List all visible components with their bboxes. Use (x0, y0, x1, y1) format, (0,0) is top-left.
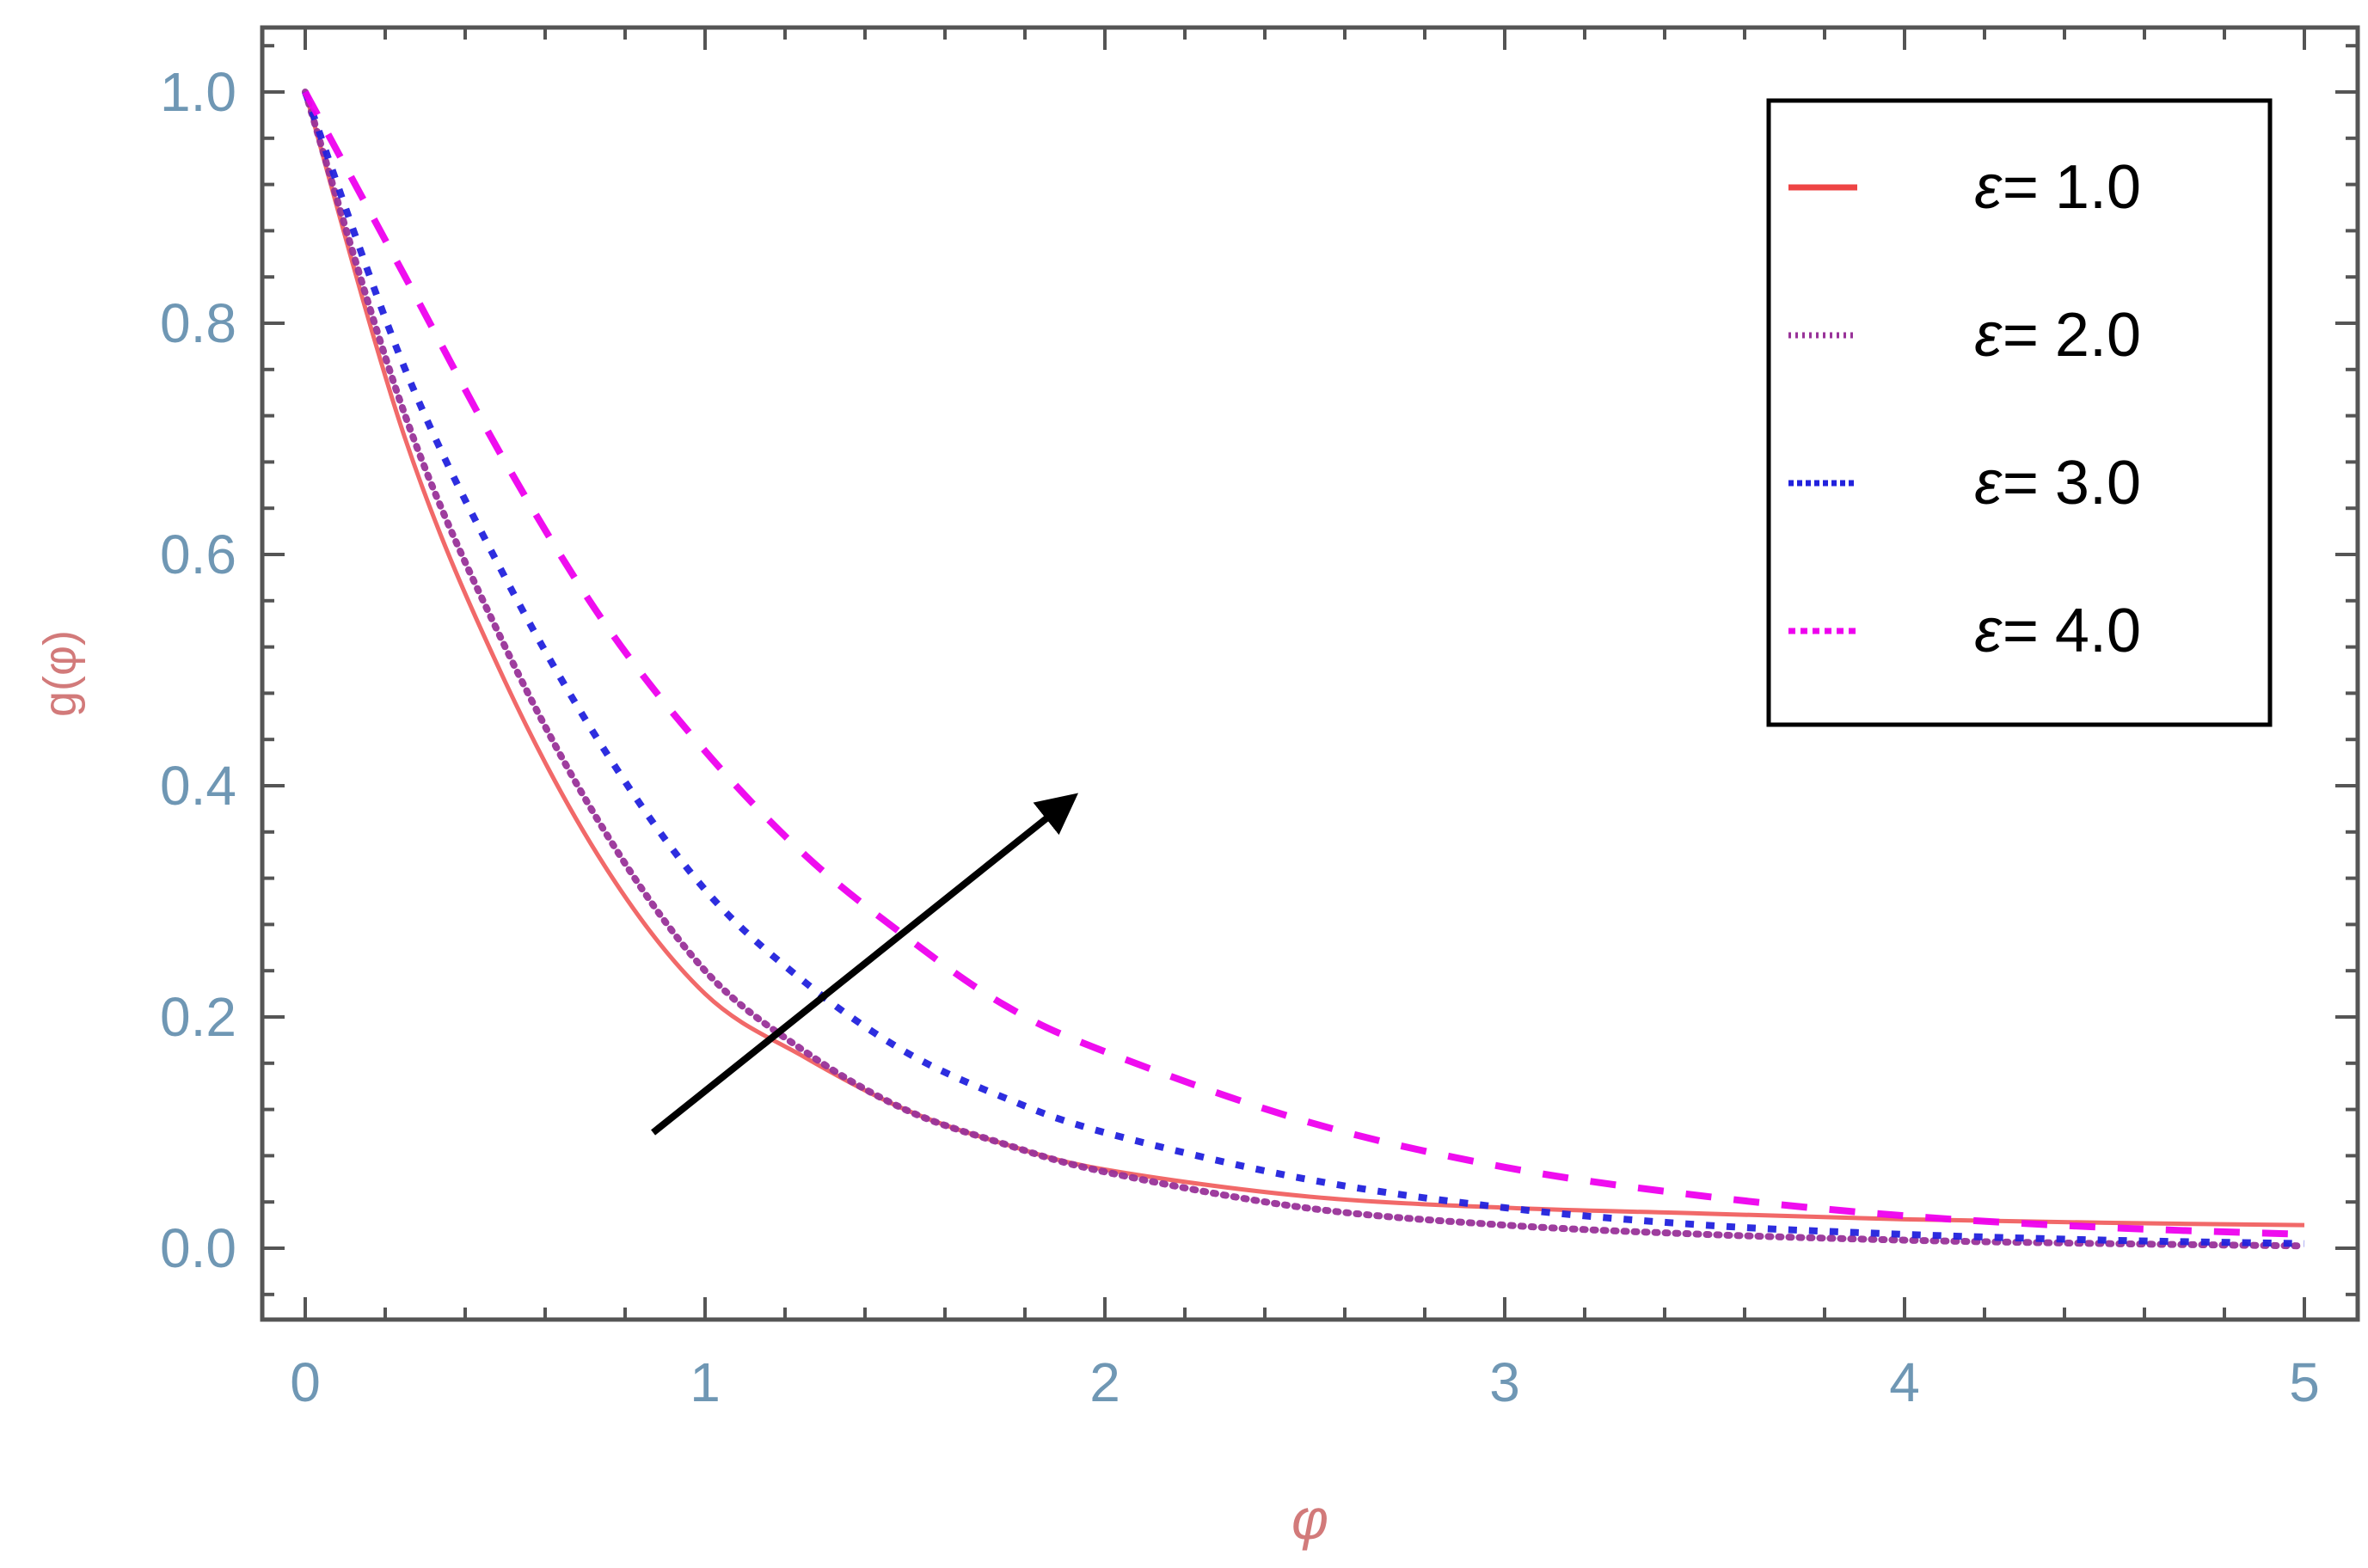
series-line-2 (302, 89, 2308, 1250)
y-tick-label: 1.0 (160, 61, 236, 123)
legend-value: 3.0 (2038, 449, 2141, 518)
legend-value: 4.0 (2038, 597, 2141, 665)
plot-frame (260, 25, 2360, 1322)
x-tick-label: 4 (1889, 1351, 1920, 1413)
x-tick-label: 1 (690, 1351, 721, 1413)
trend-arrow (651, 793, 1079, 1136)
y-tick-label: 0.6 (160, 524, 236, 585)
axes: 0 1 2 3 4 5 0.0 0.2 0.4 0.6 0.8 1.0 φ g(φ) (34, 25, 2360, 1551)
x-tick-label: 5 (2289, 1351, 2320, 1413)
x-tick-label: 0 (290, 1351, 321, 1413)
legend-label-2: ε= 2.0 (1974, 301, 2141, 370)
legend-label-1: ε= 1.0 (1974, 153, 2141, 222)
x-tick-label: 3 (1489, 1351, 1520, 1413)
y-tick-label: 0.2 (160, 986, 236, 1048)
y-tick-label: 0.4 (160, 755, 236, 817)
legend-value: 1.0 (2038, 153, 2141, 222)
y-tick-label: 0.0 (160, 1217, 236, 1279)
plot-area (302, 89, 2308, 1250)
y-axis-label: g(φ) (34, 630, 86, 717)
legend-label-4: ε= 4.0 (1974, 597, 2141, 665)
legend-value: 2.0 (2038, 301, 2141, 370)
legend-epsilon: ε= (1974, 301, 2038, 370)
legend-epsilon: ε= (1974, 597, 2038, 665)
legend-box (1766, 98, 2273, 727)
legend-label-3: ε= 3.0 (1974, 449, 2141, 518)
x-tick-label: 2 (1089, 1351, 1120, 1413)
x-axis-label: φ (1291, 1487, 1328, 1551)
y-tick-label: 0.8 (160, 292, 236, 354)
legend-epsilon: ε= (1974, 153, 2038, 222)
legend: ε= 1.0ε= 2.0ε= 3.0ε= 4.0 (1766, 98, 2273, 727)
series-line-4 (302, 90, 2305, 1238)
legend-epsilon: ε= (1974, 449, 2038, 518)
